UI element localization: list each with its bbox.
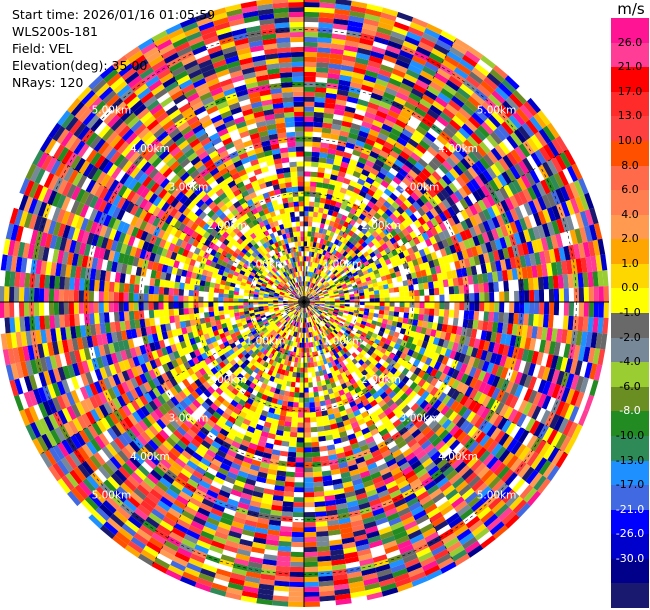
range-ring-label: 4.00km <box>438 143 478 155</box>
ppi-plot: 1.00km 1.00km 1.00km 1.00km 2.00km 2.00km 2.00… <box>0 0 609 607</box>
colorbar-tick-label: 17.0 <box>611 85 649 98</box>
range-ring-label: 1.00km <box>246 336 286 348</box>
range-ring-label: 5.00km <box>92 490 132 502</box>
colorbar-cell <box>611 509 649 535</box>
colorbar-tick-label: -17.0 <box>611 479 649 491</box>
colorbar-tick-label: 8.0 <box>611 159 649 172</box>
range-ring-label: 3.00km <box>169 181 209 193</box>
colorbar-tick-label: -8.0 <box>611 405 649 417</box>
colorbar-cell <box>611 558 649 584</box>
colorbar-tick-label: -26.0 <box>611 528 649 540</box>
colorbar-tick-label: -2.0 <box>611 331 649 344</box>
colorbar-tick-label: -4.0 <box>611 356 649 368</box>
colorbar-cell <box>611 460 649 486</box>
azimuth-spoke <box>39 301 305 455</box>
colorbar-tick-label: 6.0 <box>611 184 649 196</box>
colorbar-tick-label: 21.0 <box>611 61 649 73</box>
colorbar-cell <box>611 91 649 117</box>
azimuth-spoke <box>151 37 305 303</box>
colorbar-cell <box>611 239 649 265</box>
colorbar-cell <box>611 116 649 142</box>
colorbar-tick-label: -13.0 <box>611 454 649 467</box>
range-ring-label: 5.00km <box>92 104 132 116</box>
colorbar-tick-label: 2.0 <box>611 233 649 245</box>
scan-info: Start time: 2026/01/16 01:05:59 WLS200s-… <box>12 6 215 91</box>
start-time-label: Start time: 2026/01/16 01:05:59 <box>12 6 215 23</box>
colorbar-cell <box>611 67 649 93</box>
colorbar-tick-label: -6.0 <box>611 380 649 393</box>
range-ring-label: 1.00km <box>246 258 286 270</box>
colorbar-cell <box>611 165 649 191</box>
colorbar-cell <box>611 485 649 511</box>
colorbar-cell <box>611 386 649 412</box>
range-ring-label: 2.00km <box>361 374 401 386</box>
colorbar-cell <box>611 534 649 560</box>
range-ring-label: 2.00km <box>207 374 247 386</box>
elevation-label: Elevation(deg): 35.00 <box>12 57 215 74</box>
azimuth-spoke <box>303 37 457 303</box>
colorbar-cell <box>611 313 649 339</box>
colorbar-cell <box>611 214 649 240</box>
colorbar-tick-label: 4.0 <box>611 208 649 221</box>
range-ring-label: 5.00km <box>477 104 517 116</box>
instrument-label: WLS200s-181 <box>12 23 215 40</box>
colorbar-tick-label: 1.0 <box>611 257 649 270</box>
colorbar-cell <box>611 18 649 44</box>
colorbar-tick-label: -30.0 <box>611 552 649 565</box>
azimuth-spoke <box>151 301 305 567</box>
azimuth-spoke <box>303 301 569 455</box>
colorbar-cell <box>611 140 649 166</box>
colorbar-tick-label: -1.0 <box>611 307 649 319</box>
range-ring-label: 5.00km <box>477 490 517 502</box>
colorbar-cell <box>611 42 649 68</box>
colorbar-cell <box>611 337 649 363</box>
colorbar-tick-label: 13.0 <box>611 110 649 122</box>
range-ring-label: 4.00km <box>130 451 170 463</box>
range-ring-label: 1.00km <box>323 336 363 348</box>
azimuth-spoke <box>303 149 569 303</box>
azimuth-spoke <box>303 301 457 567</box>
colorbar-tick-label: 26.0 <box>611 36 649 49</box>
colorbar-cell <box>611 288 649 314</box>
colorbar-tick-label: 0.0 <box>611 282 649 294</box>
nrays-label: NRays: 120 <box>12 74 215 91</box>
range-ring-label: 4.00km <box>438 451 478 463</box>
colorbar-tick-label: -21.0 <box>611 503 649 516</box>
range-ring-label: 3.00km <box>400 181 440 193</box>
range-ring-label: 2.00km <box>207 220 247 232</box>
range-ring-label: 2.00km <box>361 220 401 232</box>
colorbar-cell <box>611 362 649 388</box>
colorbar-cell <box>611 435 649 461</box>
colorbar-tick-label: 10.0 <box>611 134 649 147</box>
colorbar-title: m/s <box>612 0 650 18</box>
azimuth-spoke <box>39 149 305 303</box>
colorbar: 26.0 21.0 17.0 13.0 10.0 8.0 6.0 4.0 2.0 1.0 0.0 -1… <box>611 18 649 609</box>
colorbar-cell <box>611 411 649 437</box>
range-ring-label: 3.00km <box>400 413 440 425</box>
field-label: Field: VEL <box>12 40 215 57</box>
colorbar-cell <box>611 190 649 216</box>
range-ring-label: 3.00km <box>169 413 209 425</box>
colorbar-tick-label: -10.0 <box>611 429 649 442</box>
range-ring-label: 4.00km <box>130 143 170 155</box>
colorbar-cell <box>611 583 649 609</box>
velocity-cells <box>0 0 609 607</box>
colorbar-cell <box>611 263 649 289</box>
range-ring-label: 1.00km <box>323 258 363 270</box>
